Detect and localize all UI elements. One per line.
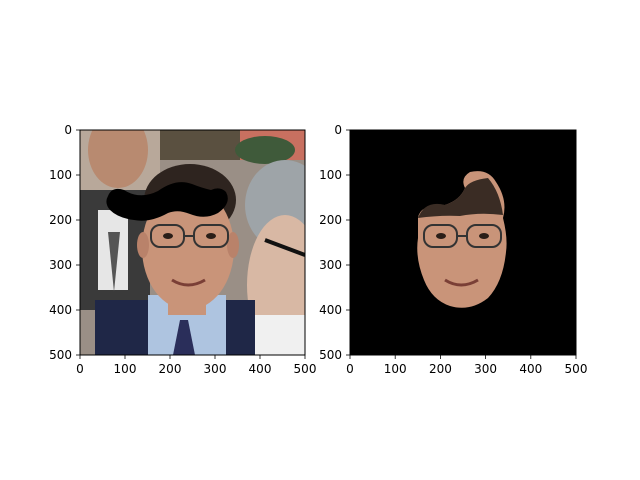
left-y-tick-label: 200	[49, 213, 72, 227]
left-x-tick-label: 0	[76, 362, 84, 376]
right-y-tick-label: 500	[319, 348, 342, 362]
left-y-tick-label: 400	[49, 303, 72, 317]
right-y-tick-label: 0	[334, 123, 342, 137]
right-x-tick-label: 300	[474, 362, 497, 376]
left-x-tick-label: 300	[204, 362, 227, 376]
left-x-tick-label: 500	[294, 362, 317, 376]
left-y-tick-label: 500	[49, 348, 72, 362]
right-x-tick-label: 0	[346, 362, 354, 376]
left-y-tick-label: 100	[49, 168, 72, 182]
right-x-ticks: 0 100 200 300 400 500	[346, 355, 587, 376]
right-subplot: 0 100 200 300 400 500 0 100 200 300 400 500	[319, 123, 587, 376]
left-x-tick-label: 200	[159, 362, 182, 376]
left-x-ticks: 0 100 200 300 400 500	[76, 355, 316, 376]
left-y-tick-label: 300	[49, 258, 72, 272]
left-y-tick-label: 0	[64, 123, 72, 137]
left-subplot: 0 100 200 300 400 500 0 100 200 300 400 500	[49, 123, 316, 376]
right-y-tick-label: 300	[319, 258, 342, 272]
right-y-tick-label: 200	[319, 213, 342, 227]
left-y-ticks: 0 100 200 300 400 500	[49, 123, 80, 362]
right-x-tick-label: 400	[519, 362, 542, 376]
left-photo-image	[80, 130, 305, 355]
left-axes-frame	[79, 129, 306, 356]
right-y-ticks: 0 100 200 300 400 500	[319, 123, 350, 362]
left-x-tick-label: 400	[249, 362, 272, 376]
right-y-tick-label: 100	[319, 168, 342, 182]
right-x-tick-label: 500	[565, 362, 588, 376]
right-axes-frame	[349, 129, 577, 356]
left-x-tick-label: 100	[114, 362, 137, 376]
right-x-tick-label: 200	[429, 362, 452, 376]
right-masked-image	[350, 130, 576, 355]
right-x-tick-label: 100	[384, 362, 407, 376]
right-y-tick-label: 400	[319, 303, 342, 317]
